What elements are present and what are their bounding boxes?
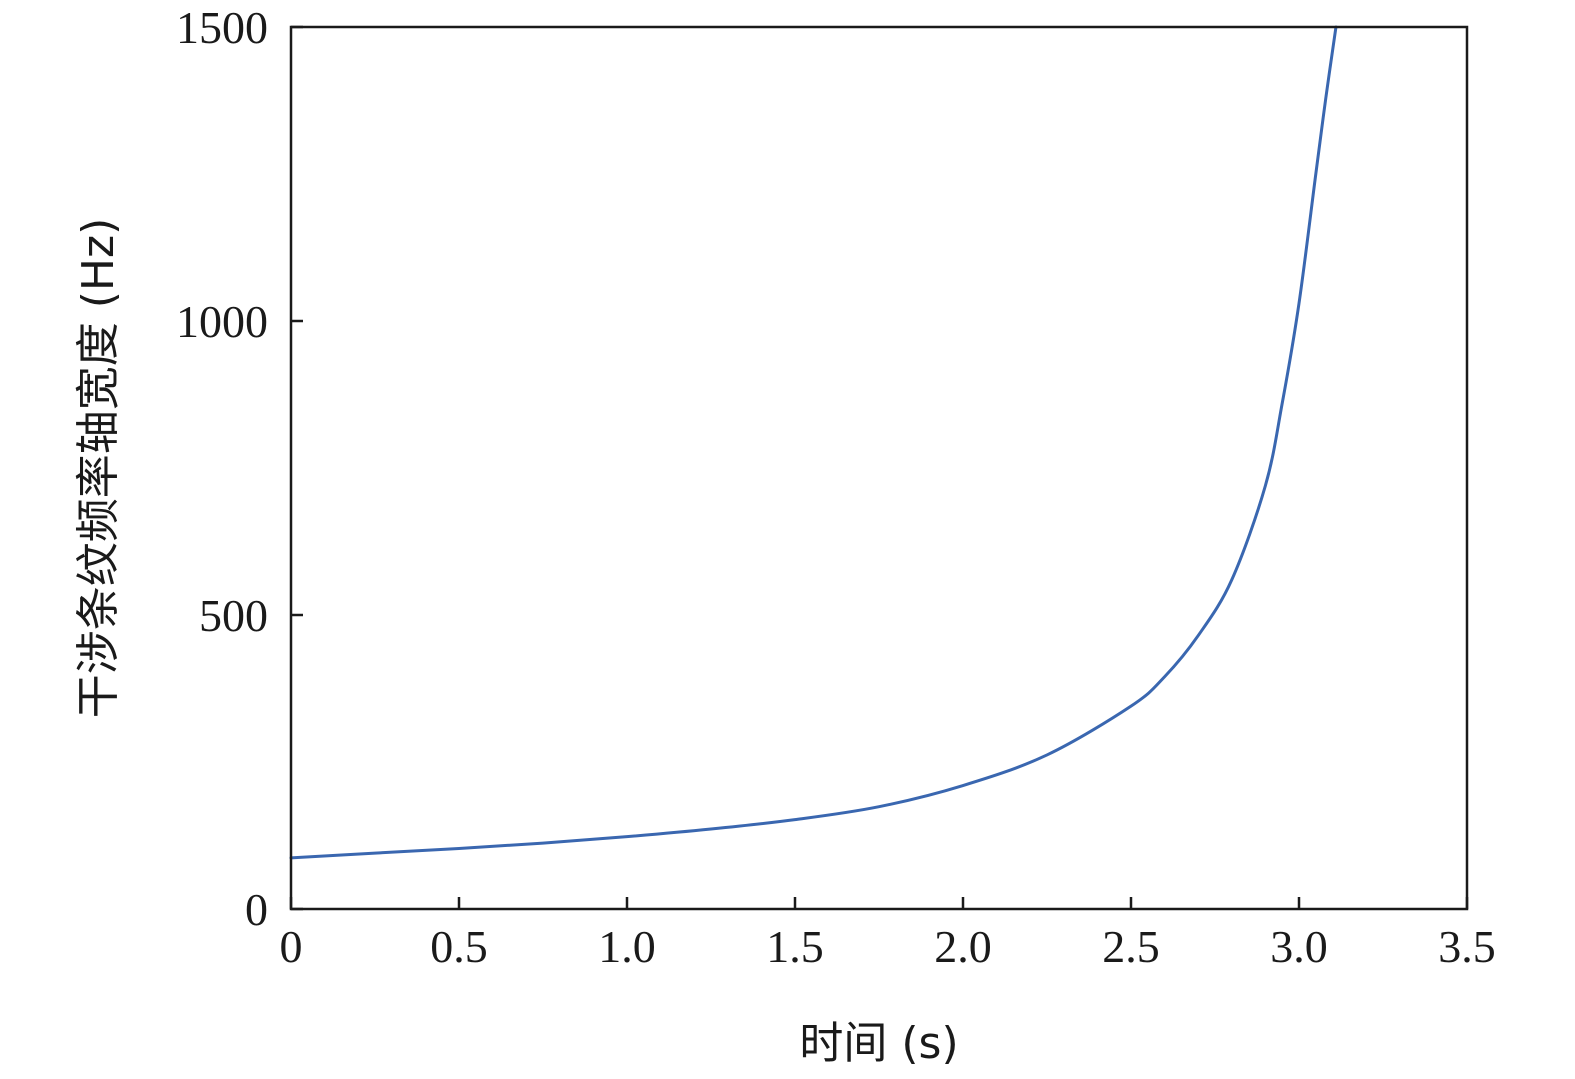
y-tick-label: 1500: [176, 2, 268, 53]
y-tick-label: 1000: [176, 296, 268, 347]
x-tick-label: 0: [280, 921, 303, 972]
x-tick-label: 3.0: [1270, 921, 1328, 972]
x-axis-label: 时间 (s): [799, 1018, 958, 1069]
y-tick-label: 500: [199, 590, 268, 641]
x-tick-label: 2.0: [934, 921, 992, 972]
x-tick-label: 2.5: [1102, 921, 1160, 972]
series-line: [289, 25, 1338, 860]
y-axis-label: 干涉条纹频率轴宽度 (Hz): [73, 218, 124, 719]
x-tick-label: 1.5: [766, 921, 824, 972]
plot-frame: [289, 25, 1469, 911]
x-tick-label: 0.5: [430, 921, 488, 972]
series-group: [289, 25, 1338, 860]
tick-labels: 0 0.5 1.0 1.5 2.0 2.5 3.0 3.5 0 500 1000 1500: [176, 2, 1496, 972]
x-tick-label: 1.0: [598, 921, 656, 972]
y-tick-label: 0: [245, 884, 268, 935]
x-tick-label: 3.5: [1438, 921, 1496, 972]
